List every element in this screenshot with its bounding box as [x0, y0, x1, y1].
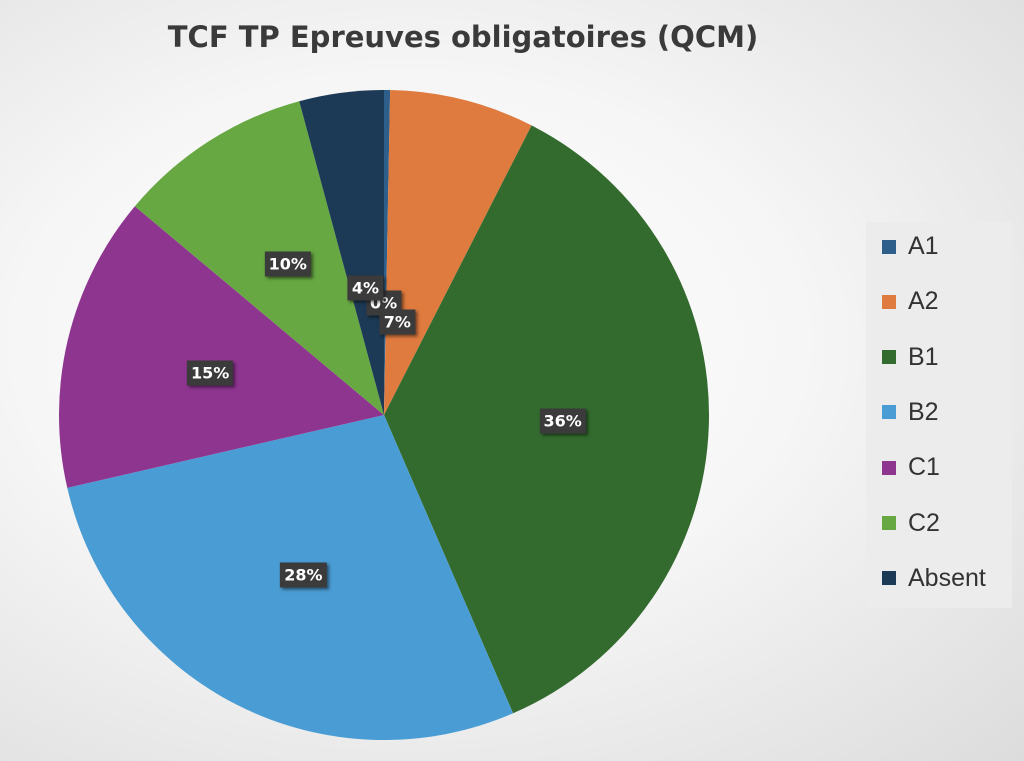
legend-swatch	[882, 350, 896, 365]
pie-slice-c1	[58, 206, 384, 488]
chart-title: TCF TP Epreuves obligatoires (QCM)	[167, 20, 759, 54]
legend-label: C2	[908, 508, 940, 537]
legend-item-b1: B1	[882, 343, 939, 372]
data-label-b2: 28%	[280, 562, 327, 588]
legend-swatch	[882, 239, 896, 254]
legend-item-c2: C2	[882, 509, 940, 538]
legend-label: B2	[908, 397, 939, 426]
legend-swatch	[882, 294, 896, 309]
legend-item-absent: Absent	[882, 564, 986, 593]
legend-label: C1	[908, 453, 940, 482]
data-label-a2: 7%	[379, 309, 415, 335]
legend-swatch	[882, 571, 896, 586]
data-label-c1: 15%	[187, 360, 234, 386]
data-label-c2: 10%	[264, 251, 311, 277]
legend-label: A2	[908, 287, 939, 316]
data-label-absent: 4%	[347, 275, 384, 301]
legend-label: B1	[908, 342, 939, 371]
legend-swatch	[882, 405, 896, 420]
pie-slice-c2	[134, 101, 384, 415]
legend-label: Absent	[908, 563, 986, 592]
legend-item-a2: A2	[882, 287, 939, 316]
legend-swatch	[882, 460, 896, 475]
legend-swatch	[882, 516, 896, 530]
pie-slice-a2	[384, 90, 532, 415]
data-label-b1: 36%	[539, 408, 586, 434]
legend-item-c1: C1	[882, 453, 940, 482]
legend-item-b2: B2	[882, 398, 939, 427]
legend: A1 A2 B1 B2 C1 C2 Absent	[866, 222, 1012, 608]
legend-label: A1	[908, 232, 939, 260]
pie-slice-absent	[299, 90, 384, 415]
legend-item-a1: A1	[882, 232, 939, 261]
